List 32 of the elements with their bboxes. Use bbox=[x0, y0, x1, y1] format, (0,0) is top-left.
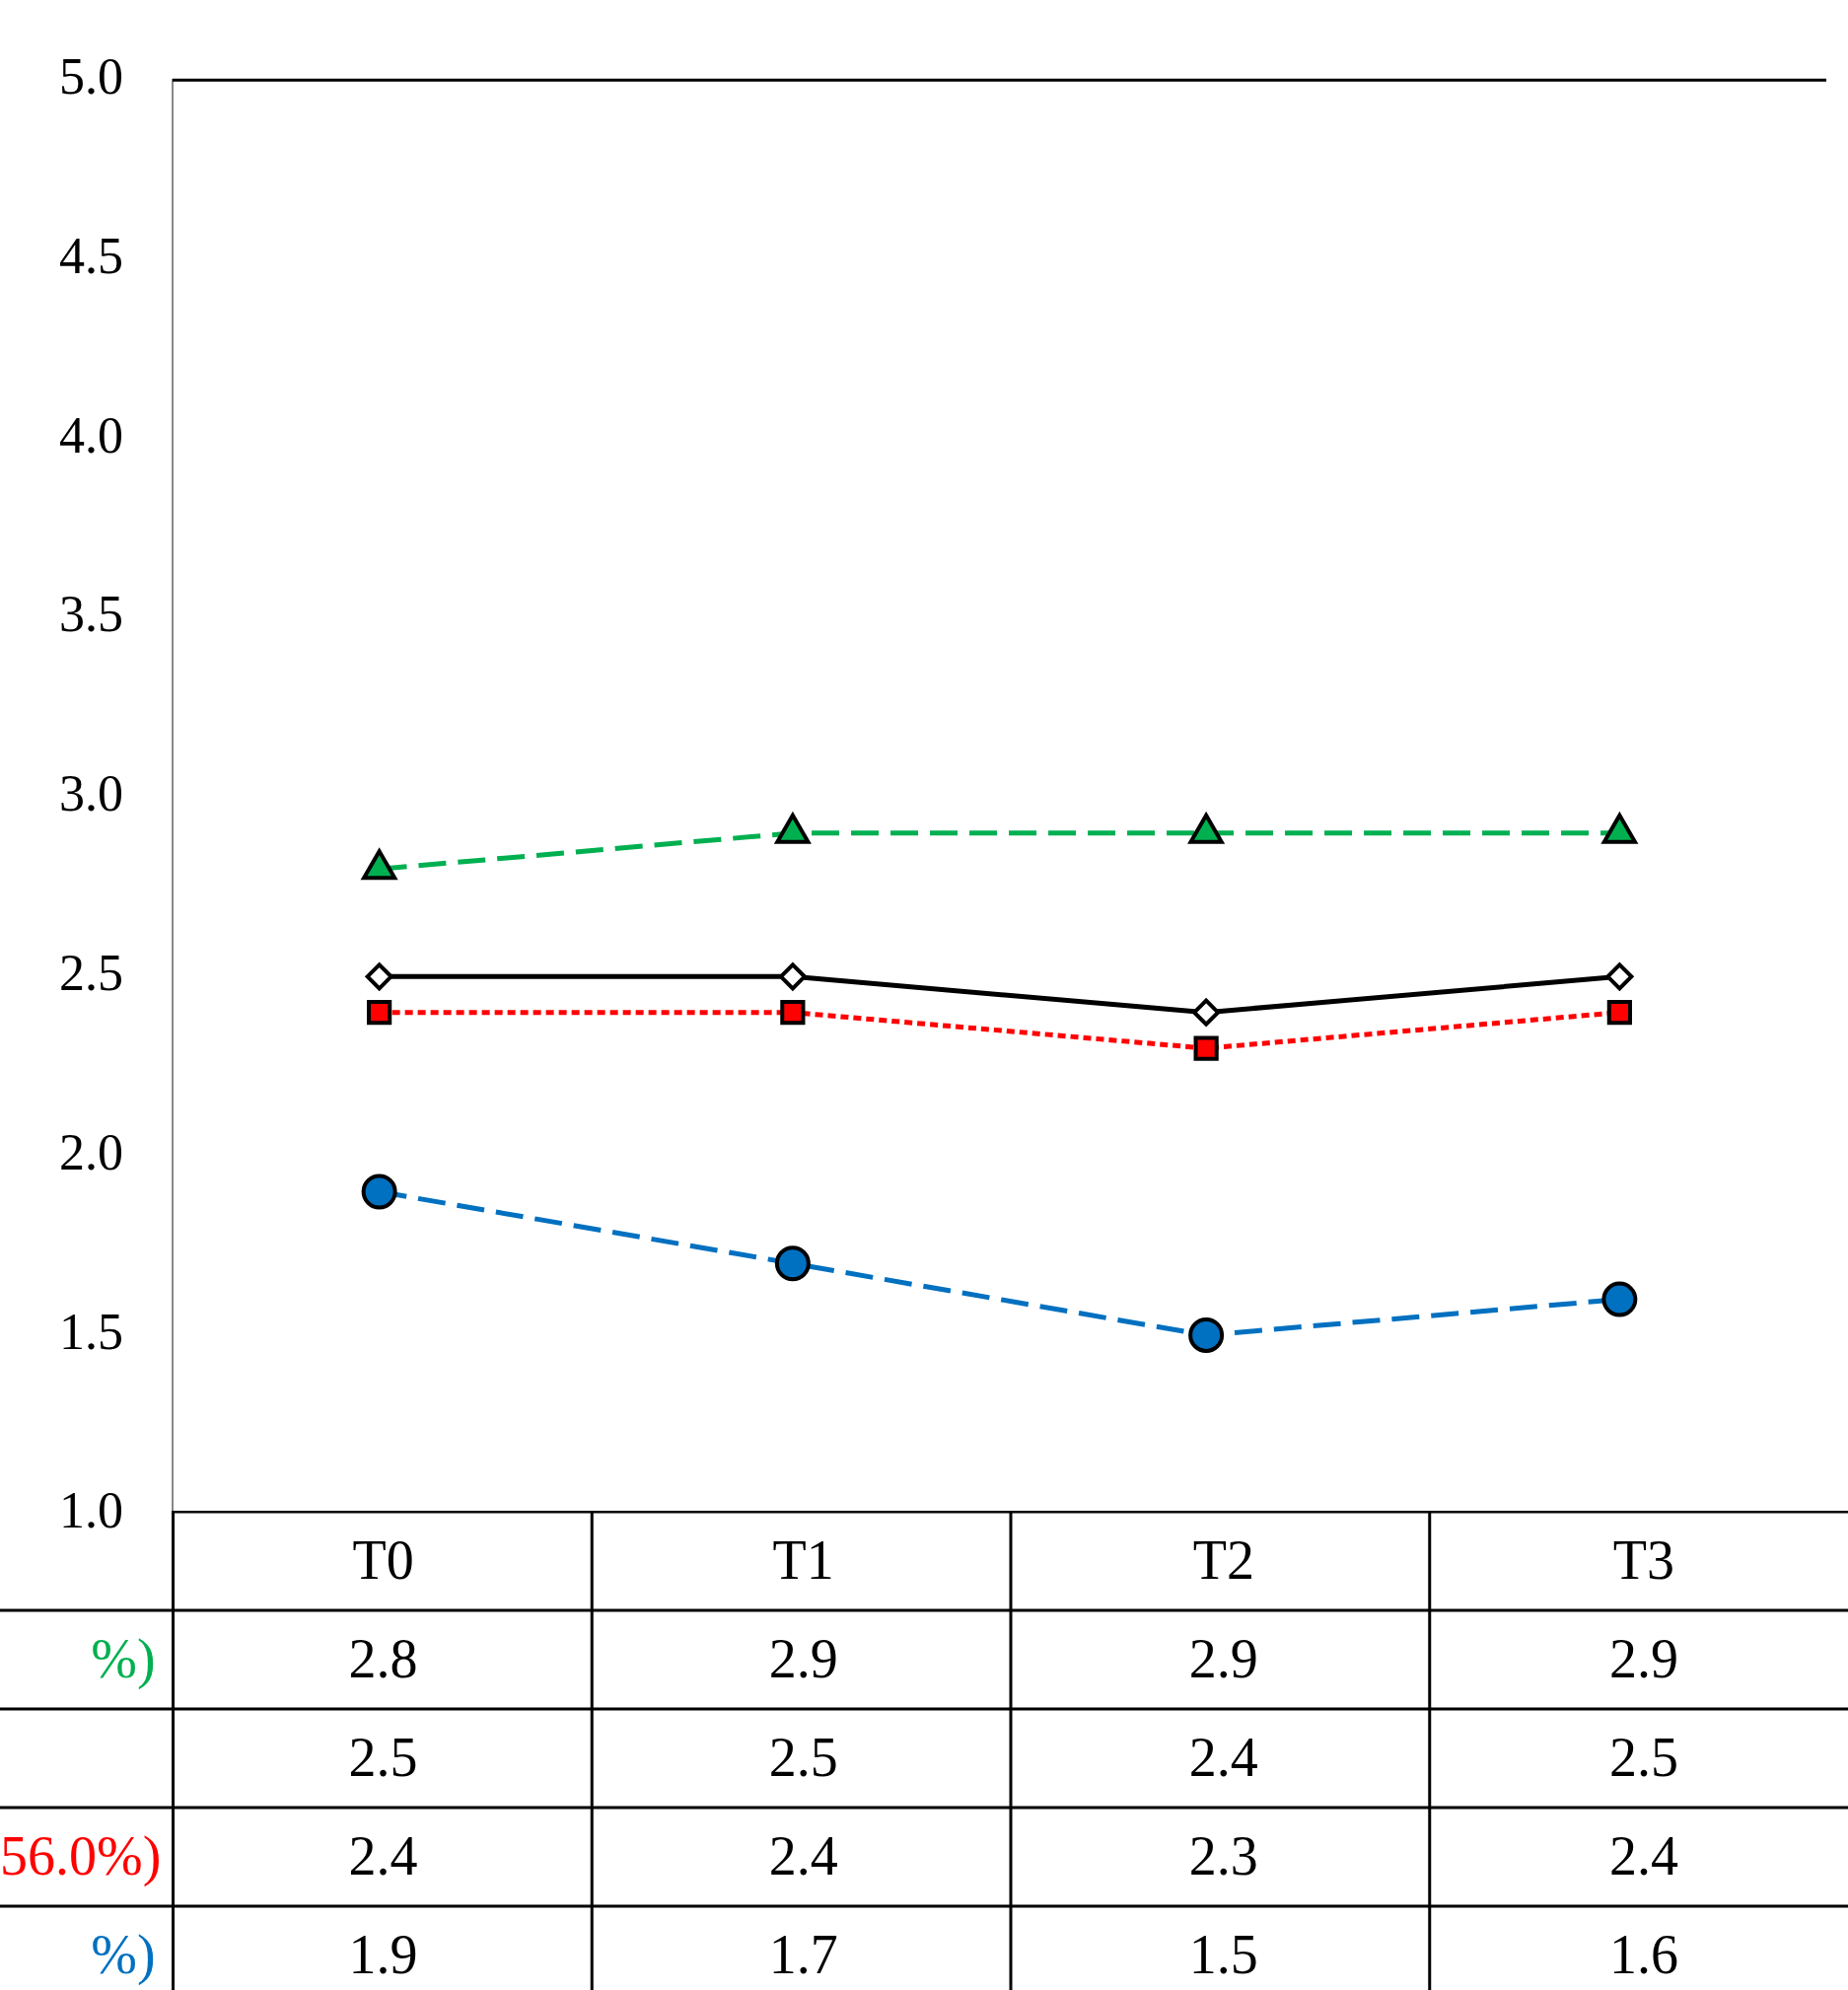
data-label: 2.5 bbox=[1607, 1726, 1679, 1790]
data-label: 2.4 bbox=[1187, 1726, 1259, 1790]
y-tick-label: 4.5 bbox=[59, 227, 123, 284]
y-tick-label: 3.5 bbox=[59, 586, 123, 643]
x-tick-label: T2 bbox=[1191, 1528, 1255, 1593]
x-tick-label: T0 bbox=[351, 1528, 415, 1593]
data-label: 2.8 bbox=[347, 1627, 419, 1691]
data-label: 1.9 bbox=[347, 1923, 419, 1987]
data-label: 2.3 bbox=[1187, 1824, 1259, 1888]
x-tick-label: T1 bbox=[771, 1528, 835, 1593]
y-tick-label: 4.0 bbox=[59, 406, 123, 463]
data-label: 2.9 bbox=[1187, 1627, 1259, 1691]
text: %) bbox=[90, 1923, 157, 1987]
data-label: 2.4 bbox=[767, 1824, 839, 1888]
y-tick-label: 2.5 bbox=[59, 944, 123, 1001]
y-tick-label: 3.0 bbox=[59, 765, 123, 822]
y-tick-label: 1.5 bbox=[59, 1303, 123, 1360]
y-tick-label: 2.0 bbox=[59, 1123, 123, 1180]
x-tick-label: T3 bbox=[1611, 1528, 1676, 1593]
data-label: 2.4 bbox=[347, 1824, 419, 1888]
data-label: 2.5 bbox=[767, 1726, 839, 1790]
y-tick-label: 5.0 bbox=[59, 47, 123, 105]
data-label: 2.5 bbox=[347, 1726, 419, 1790]
data-label: 1.7 bbox=[767, 1923, 839, 1987]
data-label: 2.9 bbox=[1607, 1627, 1679, 1691]
data-label: 2.4 bbox=[1607, 1824, 1679, 1888]
data-label: 1.5 bbox=[1187, 1923, 1259, 1987]
text: 56.0%) bbox=[0, 1824, 163, 1888]
text: %) bbox=[90, 1627, 157, 1691]
data-label: 2.9 bbox=[767, 1627, 839, 1691]
y-tick-label: 1.0 bbox=[59, 1482, 123, 1539]
data-label: 1.6 bbox=[1607, 1923, 1679, 1987]
